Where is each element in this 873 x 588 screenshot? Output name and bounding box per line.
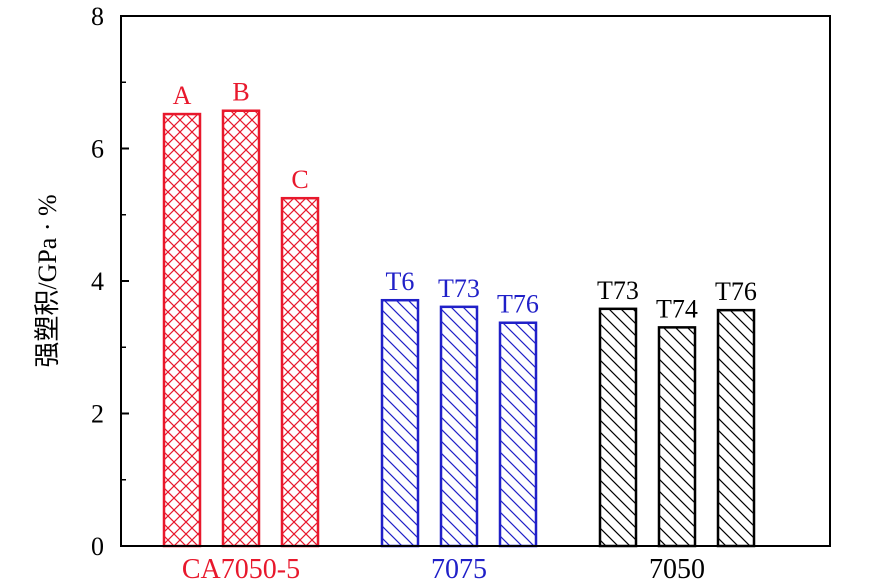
bar-label: T74	[656, 294, 698, 323]
bar-label: T6	[386, 267, 415, 296]
bar-label: A	[173, 81, 192, 110]
bars-layer	[162, 109, 756, 548]
x-category-label: CA7050-5	[182, 554, 300, 585]
bar	[657, 326, 697, 548]
x-category-label: 7075	[431, 554, 487, 585]
y-axis-label: 强塑积/GPa · %	[33, 194, 62, 367]
bar-label: T73	[597, 276, 639, 305]
y-axis: 0 2 4 6 8	[91, 2, 129, 561]
y-tick-label: 4	[91, 267, 104, 296]
bar-label: C	[291, 165, 308, 194]
bar	[380, 298, 420, 548]
bar-label: T76	[497, 290, 539, 319]
bar-label: T76	[715, 277, 757, 306]
bar	[598, 307, 638, 548]
bar	[439, 305, 479, 548]
y-tick-label: 8	[91, 2, 104, 31]
bar-label: T73	[438, 274, 480, 303]
x-category-label: 7050	[649, 554, 705, 585]
y-tick-label: 2	[91, 400, 104, 429]
y-tick-label: 6	[91, 135, 104, 164]
y-tick-label: 0	[91, 532, 104, 561]
bar	[162, 112, 202, 548]
bar	[221, 109, 261, 548]
bar-label: B	[232, 78, 249, 107]
bar	[716, 308, 756, 548]
labels-layer: A B C CA7050-5 T6 T73 T76 7075 T73 T74 T76 7050	[173, 78, 757, 585]
bar	[280, 196, 320, 548]
bar	[498, 321, 538, 548]
